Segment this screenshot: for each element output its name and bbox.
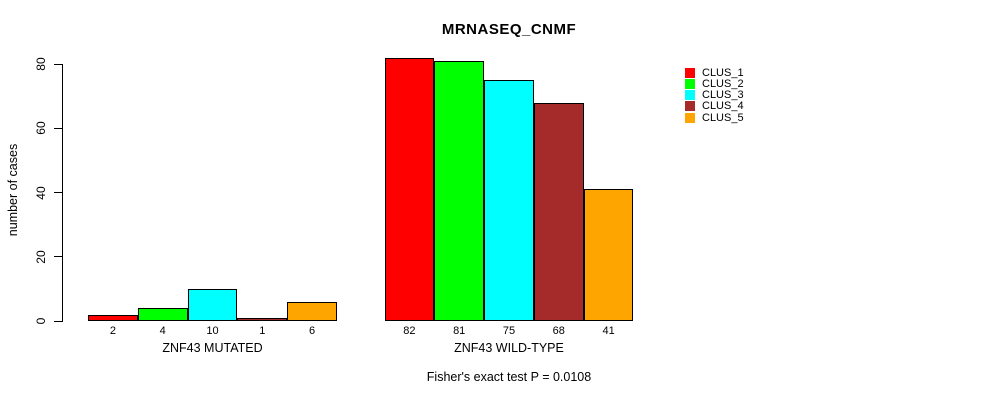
bar-value-label: 75 bbox=[502, 325, 516, 337]
bar-value-label: 6 bbox=[309, 325, 316, 337]
bar-value-label: 10 bbox=[206, 325, 219, 337]
y-tick-label: 0 bbox=[34, 317, 48, 325]
group-label-znf43-wild-type: ZNF43 WILD-TYPE bbox=[454, 341, 564, 355]
legend-label-clus-2: CLUS_2 bbox=[702, 77, 744, 90]
y-tick-mark bbox=[54, 320, 62, 322]
y-axis-label: number of cases bbox=[6, 143, 20, 237]
legend-swatch-clus-3 bbox=[685, 90, 695, 101]
bar-znf43-mutated-clus-3 bbox=[187, 288, 238, 321]
bar-znf43-wild-type-clus-5 bbox=[583, 189, 634, 321]
bar-value-label: 1 bbox=[259, 325, 266, 337]
bar-value-label: 41 bbox=[602, 325, 615, 337]
bar-value-label: 2 bbox=[109, 325, 116, 337]
y-tick-label: 20 bbox=[34, 250, 48, 264]
bar-znf43-mutated-clus-2 bbox=[137, 308, 188, 321]
legend-swatch-clus-1 bbox=[685, 67, 695, 78]
bar-value-label: 68 bbox=[552, 325, 565, 337]
y-tick-mark bbox=[54, 256, 62, 258]
bar-znf43-mutated-clus-5 bbox=[287, 301, 337, 321]
y-axis-line bbox=[62, 64, 63, 322]
legend-swatch-clus-4 bbox=[685, 101, 695, 112]
bar-znf43-mutated-clus-1 bbox=[88, 314, 138, 321]
bar-znf43-mutated-clus-4 bbox=[237, 317, 288, 321]
chart-title: MRNASEQ_CNMF bbox=[441, 21, 577, 38]
bar-value-label: 81 bbox=[453, 325, 466, 337]
legend-swatch-clus-5 bbox=[685, 112, 695, 123]
statistical-test-note: Fisher's exact test P = 0.0108 bbox=[426, 370, 592, 384]
y-tick-mark bbox=[54, 127, 62, 129]
legend-label-clus-3: CLUS_3 bbox=[702, 89, 744, 102]
y-tick-label: 80 bbox=[34, 57, 48, 71]
legend-label-clus-5: CLUS_5 bbox=[702, 111, 744, 124]
y-tick-mark bbox=[54, 192, 62, 193]
bar-value-label: 4 bbox=[159, 325, 166, 337]
bar-znf43-wild-type-clus-3 bbox=[484, 80, 534, 321]
group-label-znf43-mutated: ZNF43 MUTATED bbox=[162, 341, 263, 355]
y-tick-label: 40 bbox=[34, 185, 48, 200]
legend-label-clus-4: CLUS_4 bbox=[702, 100, 744, 113]
bar-znf43-wild-type-clus-4 bbox=[533, 102, 584, 321]
legend-label-clus-1: CLUS_1 bbox=[702, 66, 744, 79]
bar-znf43-wild-type-clus-1 bbox=[384, 57, 435, 321]
y-tick-mark bbox=[54, 63, 62, 65]
legend-swatch-clus-2 bbox=[685, 78, 695, 89]
y-tick-label: 60 bbox=[34, 121, 48, 135]
bar-znf43-wild-type-clus-2 bbox=[434, 60, 485, 321]
bar-value-label: 82 bbox=[403, 325, 416, 337]
